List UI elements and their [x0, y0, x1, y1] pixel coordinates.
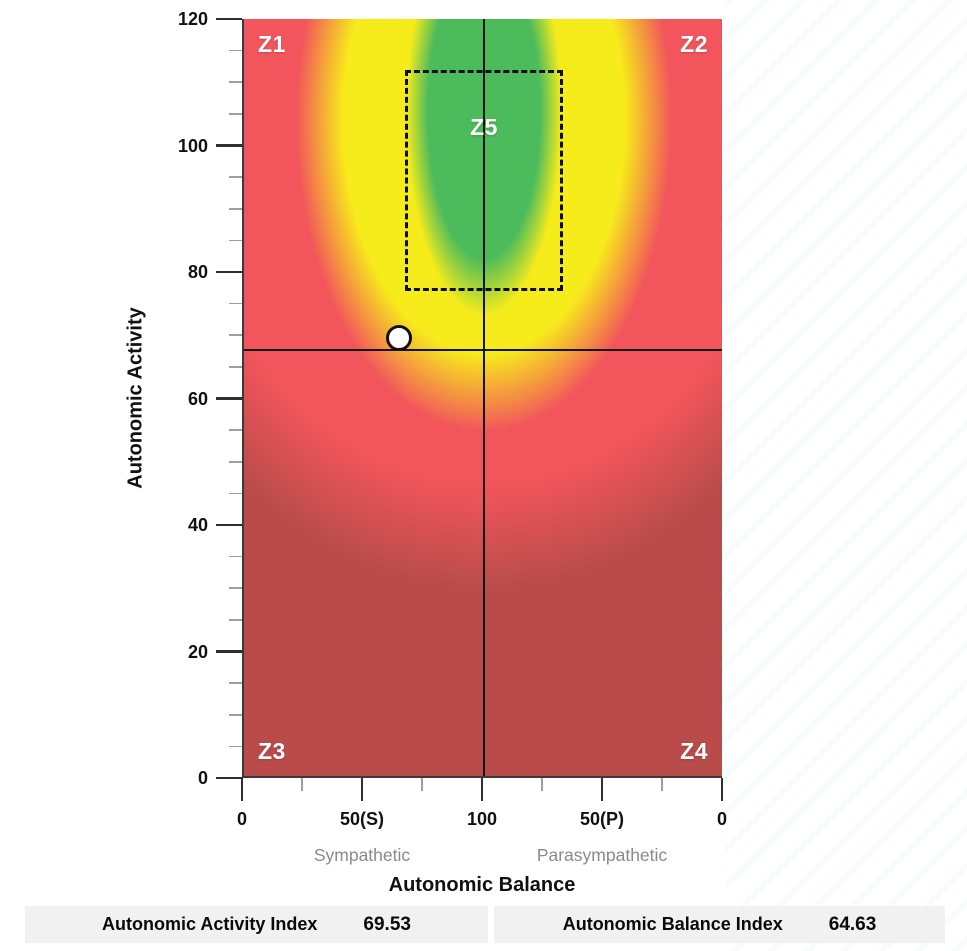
y-axis-minor-tick: [229, 429, 242, 431]
y-axis-major-tick: [216, 650, 242, 653]
x-axis-tick-label: 50(P): [579, 809, 624, 829]
y-axis-minor-tick: [229, 460, 242, 463]
vertical-reference-line: [482, 19, 486, 776]
y-axis-tick-label: 120: [177, 9, 208, 29]
y-axis-tick-label: 60: [187, 388, 208, 409]
x-axis-minor-tick: [661, 778, 663, 791]
x-axis-major-tick: [360, 778, 364, 801]
y-axis-major-tick: [216, 776, 242, 780]
y-axis-tick-label: 20: [187, 641, 208, 662]
y-axis-tick-label: 80: [187, 262, 208, 282]
x-axis-minor-tick: [541, 778, 543, 791]
patient-data-point: [386, 325, 413, 352]
autonomic-balance-index-label: Autonomic Balance Index: [562, 914, 783, 934]
autonomic-activity-index-bar: Autonomic Activity Index 69.53: [25, 906, 488, 943]
autonomic-activity-index-label: Autonomic Activity Index: [102, 914, 318, 934]
y-axis-minor-tick: [229, 587, 242, 590]
x-axis-tick-label: 50(S): [339, 809, 384, 829]
zone-label-z3: Z3: [258, 738, 286, 764]
y-axis-minor-tick: [229, 302, 242, 305]
x-axis-major-tick: [240, 778, 244, 801]
y-axis-major-tick: [216, 17, 242, 21]
y-axis-minor-tick: [229, 49, 242, 52]
y-axis-minor-tick: [229, 207, 242, 210]
y-axis-major-tick: [216, 270, 242, 274]
y-axis-tick-label: 0: [197, 768, 208, 788]
y-axis-minor-tick: [229, 176, 242, 178]
x-axis-tick-label: 100: [466, 809, 498, 829]
x-axis-tick-label: 0: [236, 809, 247, 829]
y-axis-minor-tick: [229, 492, 242, 495]
autonomic-activity-index-value: 69.53: [363, 913, 411, 935]
y-axis-major-tick: [216, 144, 242, 147]
zone-label-z4: Z4: [680, 738, 708, 764]
x-axis-title: Autonomic Balance: [388, 874, 576, 896]
y-axis-minor-tick: [229, 334, 242, 337]
x-axis-tick-label: 0: [716, 809, 727, 829]
x-axis-minor-tick: [301, 778, 303, 791]
horizontal-reference-line: [244, 348, 722, 352]
y-axis-minor-tick: [229, 619, 242, 621]
y-axis-minor-tick: [229, 682, 242, 684]
y-axis-minor-tick: [229, 745, 242, 748]
zone-label-z1: Z1: [258, 31, 286, 57]
x-axis-major-tick: [720, 778, 724, 801]
x-axis-minor-tick: [421, 778, 423, 791]
autonomic-balance-index-bar: Autonomic Balance Index 64.63: [494, 906, 945, 943]
zone-label-z2: Z2: [680, 31, 708, 57]
autonomic-balance-index-value: 64.63: [828, 913, 877, 935]
y-axis-minor-tick: [229, 239, 242, 242]
parasympathetic-axis-sublabel: Parasympathetic: [536, 845, 668, 865]
target-zone-dashed-box: [404, 69, 564, 291]
y-axis-minor-tick: [229, 713, 242, 716]
y-axis-tick-label: 100: [177, 135, 208, 156]
x-axis-major-tick: [600, 778, 604, 801]
x-axis-major-tick: [480, 778, 484, 801]
zone-label-z5: Z5: [470, 113, 498, 140]
y-axis-minor-tick: [229, 81, 242, 84]
y-axis-minor-tick: [229, 555, 242, 558]
y-axis-major-tick: [216, 397, 242, 400]
y-axis-minor-tick: [229, 366, 242, 368]
heatmap-plot-area: Z1 Z2 Z3 Z4 Z5: [242, 19, 722, 778]
sympathetic-axis-sublabel: Sympathetic: [313, 845, 411, 865]
y-axis-major-tick: [216, 523, 242, 527]
y-axis-minor-tick: [229, 113, 242, 115]
y-axis-tick-label: 40: [187, 515, 208, 535]
